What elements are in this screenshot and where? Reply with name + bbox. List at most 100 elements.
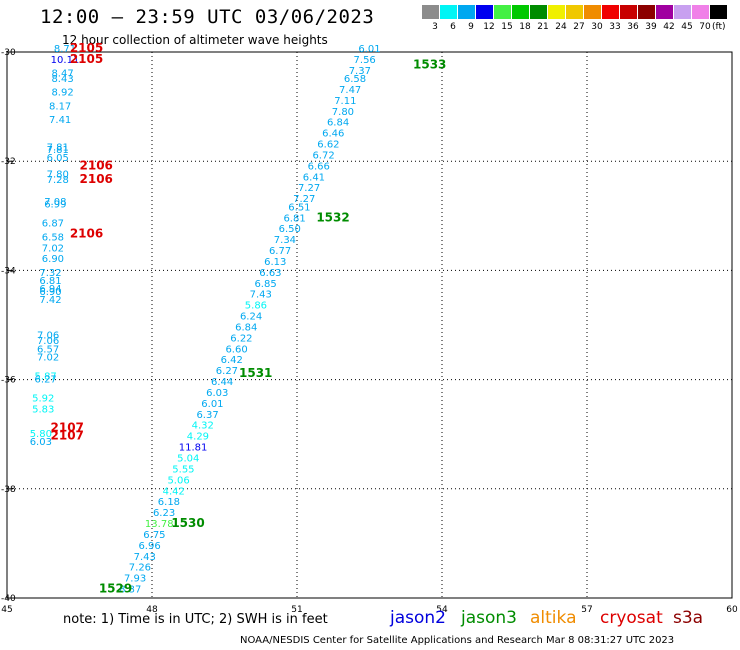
swh-point-jason3: 6.27: [216, 366, 238, 377]
swh-point-jason3: 6.50: [279, 224, 301, 235]
swh-point-jason3: 6.13: [264, 257, 286, 268]
footer-note: note: 1) Time is in UTC; 2) SWH is in fe…: [63, 612, 328, 627]
swh-point-jason3: 6.51: [288, 202, 310, 213]
legend-label: 42: [663, 22, 675, 32]
swh-point-jason3: 6.60: [225, 344, 247, 355]
swh-point-cryosat: 8.92: [51, 88, 73, 99]
lon-tick-label: 51: [291, 605, 302, 615]
swh-point-jason3: 5.86: [245, 301, 267, 312]
swh-point-jason3: 4.29: [187, 432, 209, 443]
track-label: 1529: [99, 582, 132, 596]
legend-swatch: [674, 5, 691, 19]
legend-swatch: [494, 5, 511, 19]
swh-point-cryosat: 10.11: [51, 55, 80, 66]
swh-point-cryosat: 7.81: [47, 145, 69, 156]
track-label: 2105: [70, 52, 103, 66]
swh-point-cryosat: 6.94: [39, 284, 61, 295]
swh-point-cryosat: 7.06: [37, 331, 59, 342]
swh-point-jason3: 7.27: [298, 183, 320, 194]
swh-point-jason3: 6.37: [196, 410, 218, 421]
legend-label: 21: [537, 22, 549, 32]
swh-point-jason3: 5.55: [172, 464, 194, 475]
swh-point-jason3: 7.43: [250, 290, 272, 301]
swh-point-jason3: 6.23: [153, 508, 175, 519]
swh-point-cryosat: 6.81: [39, 276, 61, 287]
swh-point-cryosat: 6.03: [30, 437, 52, 448]
swh-point-jason3: 6.81: [283, 213, 305, 224]
swh-point-jason3: 6.41: [303, 172, 325, 183]
track-label: 2107: [51, 429, 84, 443]
swh-point-cryosat: 6.57: [37, 344, 59, 355]
legend-label: 18: [519, 22, 531, 32]
swh-point-jason3: 7.11: [334, 96, 356, 107]
swh-point-jason3: 5.04: [177, 454, 199, 465]
lon-tick-label: 54: [436, 605, 448, 615]
swh-point-cryosat: 8.17: [49, 101, 71, 112]
swh-point-cryosat: 7.41: [49, 115, 71, 126]
swh-point-jason3: 6.84: [327, 118, 349, 129]
legend-label: 70: [699, 22, 711, 32]
swh-point-jason3: 5.06: [167, 475, 189, 486]
satellite-altika: altika: [530, 608, 577, 628]
legend-swatch: [548, 5, 565, 19]
legend-label: 9: [468, 22, 474, 32]
track-label: 2106: [80, 172, 113, 186]
track-label: 2106: [80, 158, 113, 172]
swh-point-cryosat: 7.28: [47, 175, 69, 186]
swh-point-jason3: 7.80: [332, 107, 354, 118]
lon-tick-label: 48: [146, 605, 158, 615]
legend-swatch: [476, 5, 493, 19]
swh-point-jason3: 7.43: [134, 552, 156, 563]
swh-point-cryosat: 7.02: [42, 243, 64, 254]
lat-tick-label: -30: [1, 48, 16, 58]
legend-label: 45: [681, 22, 693, 32]
swh-point-jason3: 4.32: [192, 421, 214, 432]
page-title: 12:00 – 23:59 UTC 03/06/2023: [40, 6, 375, 28]
swh-point-cryosat: 6.99: [44, 200, 66, 211]
swh-point-jason3: 7.47: [339, 85, 361, 96]
legend-label: 33: [609, 22, 621, 32]
track-label: 1531: [239, 366, 272, 380]
swh-point-jason3: 6.03: [206, 388, 228, 399]
swh-point-cryosat: 6.58: [42, 232, 64, 243]
swh-point-cryosat: 6.27: [35, 374, 57, 385]
satellite-jason3: jason3: [461, 608, 517, 628]
swh-point-cryosat: 7.02: [37, 352, 59, 363]
swh-point-jason3: 7.93: [124, 574, 146, 585]
swh-point-jason3: 6.72: [312, 150, 334, 161]
satellite-cryosat: cryosat: [600, 608, 663, 628]
satellite-jason2: jason2: [390, 608, 446, 628]
legend-label: 24: [555, 22, 567, 32]
legend-label: 30: [591, 22, 603, 32]
swh-point-cryosat: 7.80: [47, 170, 69, 181]
legend-swatch: [530, 5, 547, 19]
credit-line: NOAA/NESDIS Center for Satellite Applica…: [240, 635, 675, 646]
legend-swatch: [602, 5, 619, 19]
track-label: 2105: [70, 41, 103, 55]
swh-point-jason3: 6.18: [158, 497, 180, 508]
lon-tick-label: 45: [1, 605, 12, 615]
legend-label: 39: [645, 22, 657, 32]
page-subtitle: 12 hour collection of altimeter wave hei…: [62, 33, 328, 47]
swh-point-jason3: 6.96: [138, 541, 160, 552]
legend-swatch: [440, 5, 457, 19]
lon-tick-label: 60: [726, 605, 738, 615]
swh-point-jason3: 6.62: [317, 140, 339, 151]
track-label: 1533: [413, 57, 446, 71]
swh-point-jason3: 6.46: [322, 129, 344, 140]
track-label: 2107: [51, 420, 84, 434]
legend-label: 3: [432, 22, 438, 32]
swh-point-jason3: 4.42: [163, 486, 185, 497]
track-label: 1532: [316, 210, 349, 224]
legend-swatch: [584, 5, 601, 19]
legend-swatch: [566, 5, 583, 19]
swh-point-jason3: 6.75: [143, 530, 165, 541]
legend-label: 36: [627, 22, 639, 32]
swh-point-jason3: 6.66: [308, 161, 330, 172]
swh-point-cryosat: 8.43: [51, 74, 73, 85]
swh-point-jason3: 6.77: [269, 246, 291, 257]
swh-point-cryosat: 7.08: [44, 197, 66, 208]
legend-swatch: [710, 5, 727, 19]
track-label: 1530: [171, 516, 204, 530]
